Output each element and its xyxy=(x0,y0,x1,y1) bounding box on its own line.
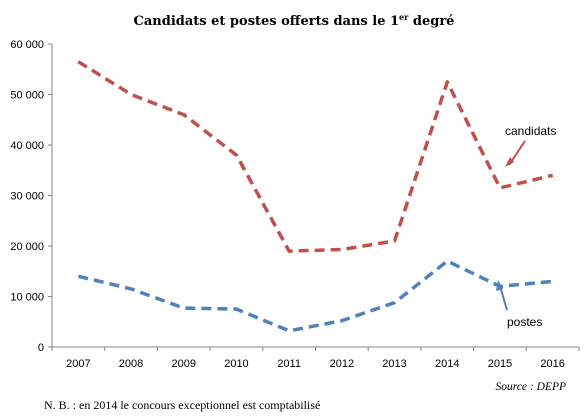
postes-label: postes xyxy=(507,315,542,329)
x-tick-label: 2012 xyxy=(330,358,354,370)
y-tick-label: 50 000 xyxy=(10,90,44,102)
x-tick-label: 2015 xyxy=(488,358,512,370)
y-tick-label: 0 xyxy=(38,342,44,354)
source-text: Source : DEPP xyxy=(496,381,566,393)
y-tick-label: 30 000 xyxy=(10,191,44,203)
series-line-candidats xyxy=(77,60,554,253)
y-tick-label: 10 000 xyxy=(10,292,44,304)
series-lines xyxy=(77,60,554,333)
x-tick-label: 2016 xyxy=(540,358,564,370)
chart-title-superscript: er xyxy=(399,12,409,22)
candidats-label: candidats xyxy=(505,124,556,138)
x-tick-label: 2014 xyxy=(435,358,459,370)
y-axis-ticks: 0 10 000 20 000 30 000 40 000 50 000 60 000 xyxy=(10,39,52,354)
candidats-arrowhead xyxy=(505,157,514,167)
y-tick-label: 20 000 xyxy=(10,241,44,253)
x-axis-ticks: 2007 2008 2009 2010 2011 2012 2013 2014 2015 2016 xyxy=(51,347,580,370)
series-line-postes xyxy=(77,259,553,333)
chart-title-main: Candidats et postes offerts dans le 1 xyxy=(134,14,400,29)
y-tick-label: 60 000 xyxy=(10,39,44,51)
chart-title: Candidats et postes offerts dans le 1er … xyxy=(134,12,455,29)
x-tick-label: 2007 xyxy=(66,358,90,370)
postes-pointer-arrow xyxy=(499,285,508,311)
x-tick-label: 2013 xyxy=(382,358,406,370)
x-tick-label: 2009 xyxy=(172,358,196,370)
x-tick-label: 2010 xyxy=(224,358,248,370)
footnote-text: N. B. : en 2014 le concours exceptionnel… xyxy=(44,398,320,412)
x-tick-label: 2008 xyxy=(119,358,143,370)
x-tick-label: 2011 xyxy=(277,358,301,370)
postes-arrowhead xyxy=(496,280,503,291)
chart-title-end: degré xyxy=(408,14,454,29)
y-tick-label: 40 000 xyxy=(10,140,44,152)
